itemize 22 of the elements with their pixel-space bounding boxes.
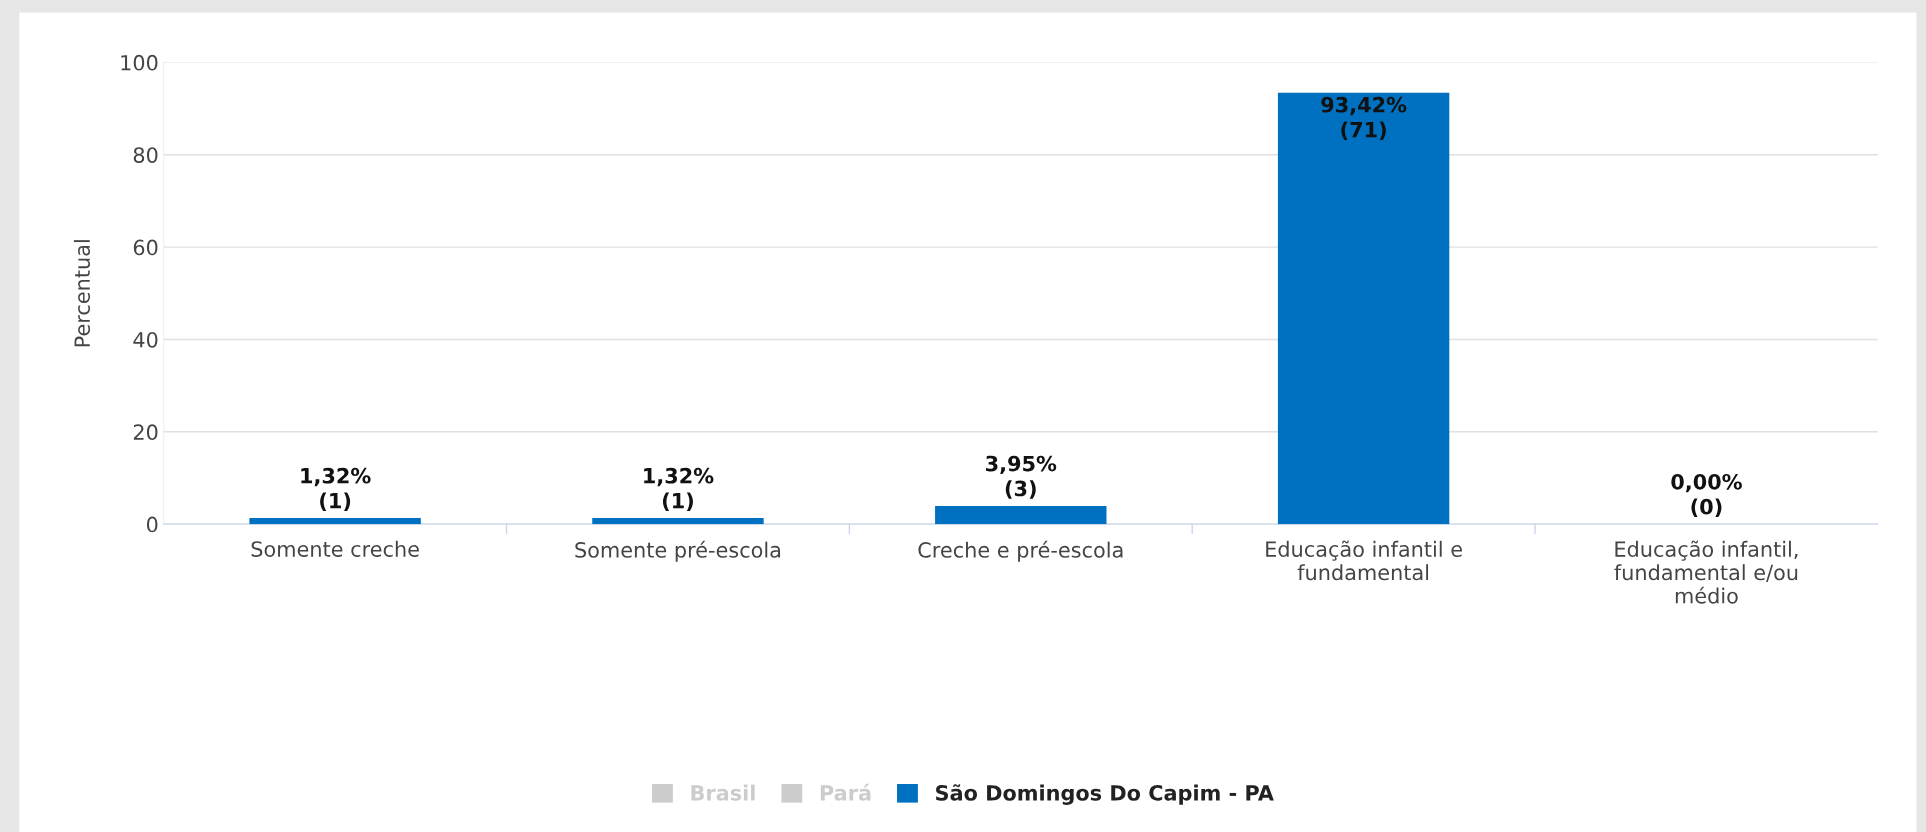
y-tick-label: 40 [133,331,158,348]
y-tick-label: 100 [121,54,158,71]
data-label: 1,32% (1) [644,467,714,511]
x-tick-label: Educação infantil e fundamental [1266,540,1462,581]
y-tick-label: 60 [133,239,158,256]
data-label: 93,42% (71) [1321,96,1407,140]
data-label: 3,95% (3) [986,455,1057,499]
x-tick-label: Somente pré-escola [575,540,781,562]
bar [592,518,764,525]
x-tick-label: Creche e pré-escola [918,540,1123,562]
y-tick-label: 0 [146,516,158,533]
data-label: 1,32% (1) [301,467,371,511]
x-tick-label: Somente creche [251,540,419,557]
data-label: 0,00% (0) [1671,473,1742,518]
y-axis-title: Percentual [73,240,91,347]
y-tick-label: 80 [133,147,158,163]
bar [249,518,421,525]
y-tick-label: 20 [133,424,158,441]
legend-label: São Domingos Do Capim - PA [936,784,1274,805]
bar [935,505,1107,525]
x-tick-label: Educação infantil, fundamental e/ou médio [1614,540,1798,604]
bar [1277,92,1450,525]
